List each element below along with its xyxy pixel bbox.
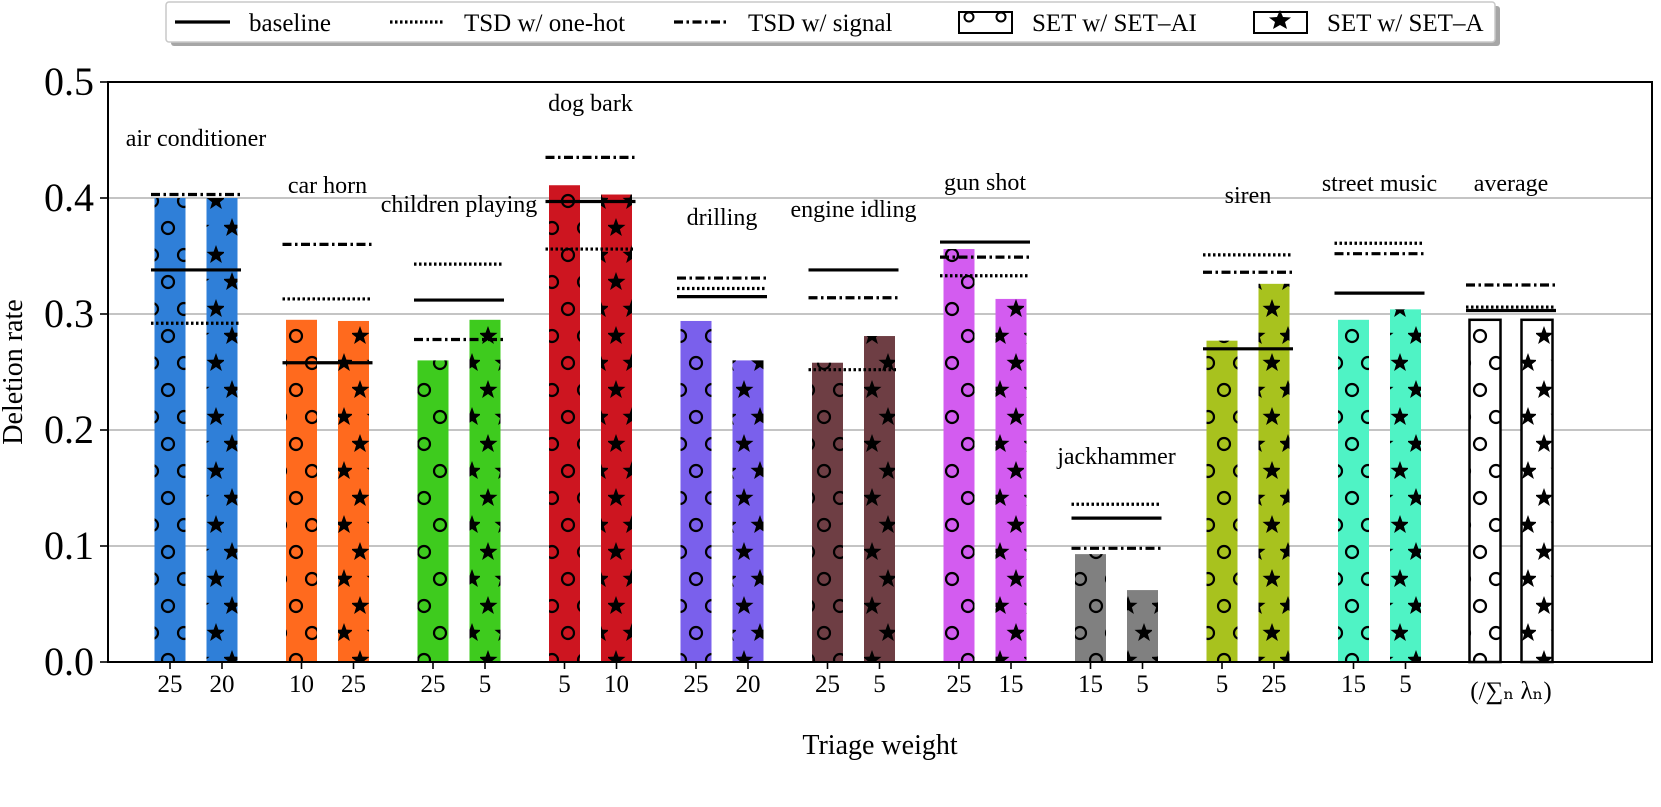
bar-hatch-set-a bbox=[469, 319, 501, 662]
x-tick-label: 15 bbox=[1078, 671, 1103, 698]
group-label: engine idling bbox=[791, 197, 917, 223]
bar-hatch-set-ai bbox=[1338, 319, 1369, 662]
group-label: car horn bbox=[288, 173, 367, 199]
bar-hatch-set-ai bbox=[417, 360, 449, 662]
x-tick-label: 5 bbox=[1136, 671, 1149, 698]
legend-box bbox=[165, 1, 1496, 43]
bar-hatch-set-a bbox=[1258, 283, 1290, 662]
bar-hatch-set-ai bbox=[1206, 340, 1238, 662]
axes: 0.0 0.1 0.2 0.3 0.4 0.5 bbox=[44, 59, 1653, 684]
x-tick-label: 25 bbox=[684, 671, 709, 698]
bar-hatch-set-ai bbox=[680, 320, 712, 662]
y-tick-label: 0.1 bbox=[44, 523, 94, 568]
y-tick-label: 0.4 bbox=[44, 175, 94, 220]
x-tick-label: 25 bbox=[815, 671, 840, 698]
bar-hatch-set-ai bbox=[812, 362, 843, 662]
legend-label-set-a: SET w/ SET–A bbox=[1327, 10, 1484, 37]
bar-hatch-set-ai bbox=[286, 319, 317, 662]
x-tick-label: 5 bbox=[1216, 671, 1229, 698]
y-tick-label: 0.5 bbox=[44, 59, 94, 104]
group-label: siren bbox=[1225, 183, 1272, 209]
labels: 25 20 air conditioner 10 25 car horn 25 5 childr… bbox=[0, 91, 1552, 761]
group-label: street music bbox=[1322, 171, 1437, 197]
method-lines bbox=[151, 155, 1556, 550]
group-label: dog bark bbox=[548, 91, 633, 117]
legend-swatch-set-ai bbox=[958, 11, 1013, 34]
x-tick-label: 5 bbox=[558, 671, 571, 698]
bar-hatch-set-a bbox=[732, 360, 764, 662]
bar-hatch-set-a bbox=[338, 320, 369, 662]
x-tick-label: 15 bbox=[999, 671, 1024, 698]
group-label: drilling bbox=[687, 205, 758, 231]
group-label: children playing bbox=[381, 192, 538, 218]
legend: baseline TSD w/ one-hot TSD w/ signal SET w… bbox=[165, 1, 1500, 46]
legend-swatch-star bbox=[1269, 10, 1291, 29]
x-tick-label: 5 bbox=[1399, 671, 1412, 698]
group-label: air conditioner bbox=[126, 126, 267, 152]
group-label: jackhammer bbox=[1056, 444, 1176, 470]
x-tick-label: 10 bbox=[289, 671, 314, 698]
x-tick-label: 5 bbox=[873, 671, 886, 698]
x-tick-label: 20 bbox=[736, 671, 761, 698]
bar-hatch-set-ai bbox=[154, 198, 186, 662]
x-tick-label: 15 bbox=[1341, 671, 1366, 698]
x-tick-label: 25 bbox=[158, 671, 183, 698]
bar-hatch-set-ai bbox=[1469, 319, 1501, 662]
bar-hatch-set-ai bbox=[1075, 554, 1106, 662]
x-tick-label: 20 bbox=[210, 671, 235, 698]
x-tick-label: 5 bbox=[479, 671, 492, 698]
plot-frame bbox=[107, 81, 1653, 663]
legend-label-set-ai: SET w/ SET–AI bbox=[1032, 10, 1197, 37]
x-tick-label: 25 bbox=[1262, 671, 1287, 698]
x-tick-label: 25 bbox=[341, 671, 366, 698]
bar-hatch-set-a bbox=[995, 298, 1027, 662]
y-axis-title: Deletion rate bbox=[0, 299, 29, 444]
bar-hatch-set-a bbox=[206, 198, 238, 662]
group-label: gun shot bbox=[944, 170, 1026, 196]
legend-label-tsd-signal: TSD w/ signal bbox=[748, 10, 893, 37]
x-tick-label: 25 bbox=[421, 671, 446, 698]
x-tick-label: 25 bbox=[947, 671, 972, 698]
legend-swatch-circle bbox=[995, 11, 1007, 23]
bars bbox=[154, 185, 1554, 664]
bar-hatch-set-a bbox=[1521, 319, 1553, 662]
x-tick-label: 10 bbox=[604, 671, 629, 698]
legend-label-baseline: baseline bbox=[249, 10, 331, 37]
y-tick-label: 0.2 bbox=[44, 407, 94, 452]
bar-hatch-set-a bbox=[601, 194, 632, 662]
y-tick-label: 0.3 bbox=[44, 291, 94, 336]
bar-hatch-set-ai bbox=[549, 185, 580, 663]
legend-label-tsd-onehot: TSD w/ one-hot bbox=[464, 10, 625, 37]
bar-hatch-set-a bbox=[1127, 590, 1158, 662]
x-tick-label-average: (/∑ₙ λₙ) bbox=[1470, 678, 1551, 705]
y-tick-label: 0.0 bbox=[44, 639, 94, 684]
bar-hatch-set-a bbox=[864, 336, 895, 662]
group-label: average bbox=[1474, 171, 1549, 197]
x-axis-title: Triage weight bbox=[802, 730, 958, 761]
bar-hatch-set-a bbox=[1390, 309, 1421, 662]
legend-swatch-circle bbox=[963, 11, 975, 23]
bar-hatch-set-ai bbox=[943, 249, 975, 663]
